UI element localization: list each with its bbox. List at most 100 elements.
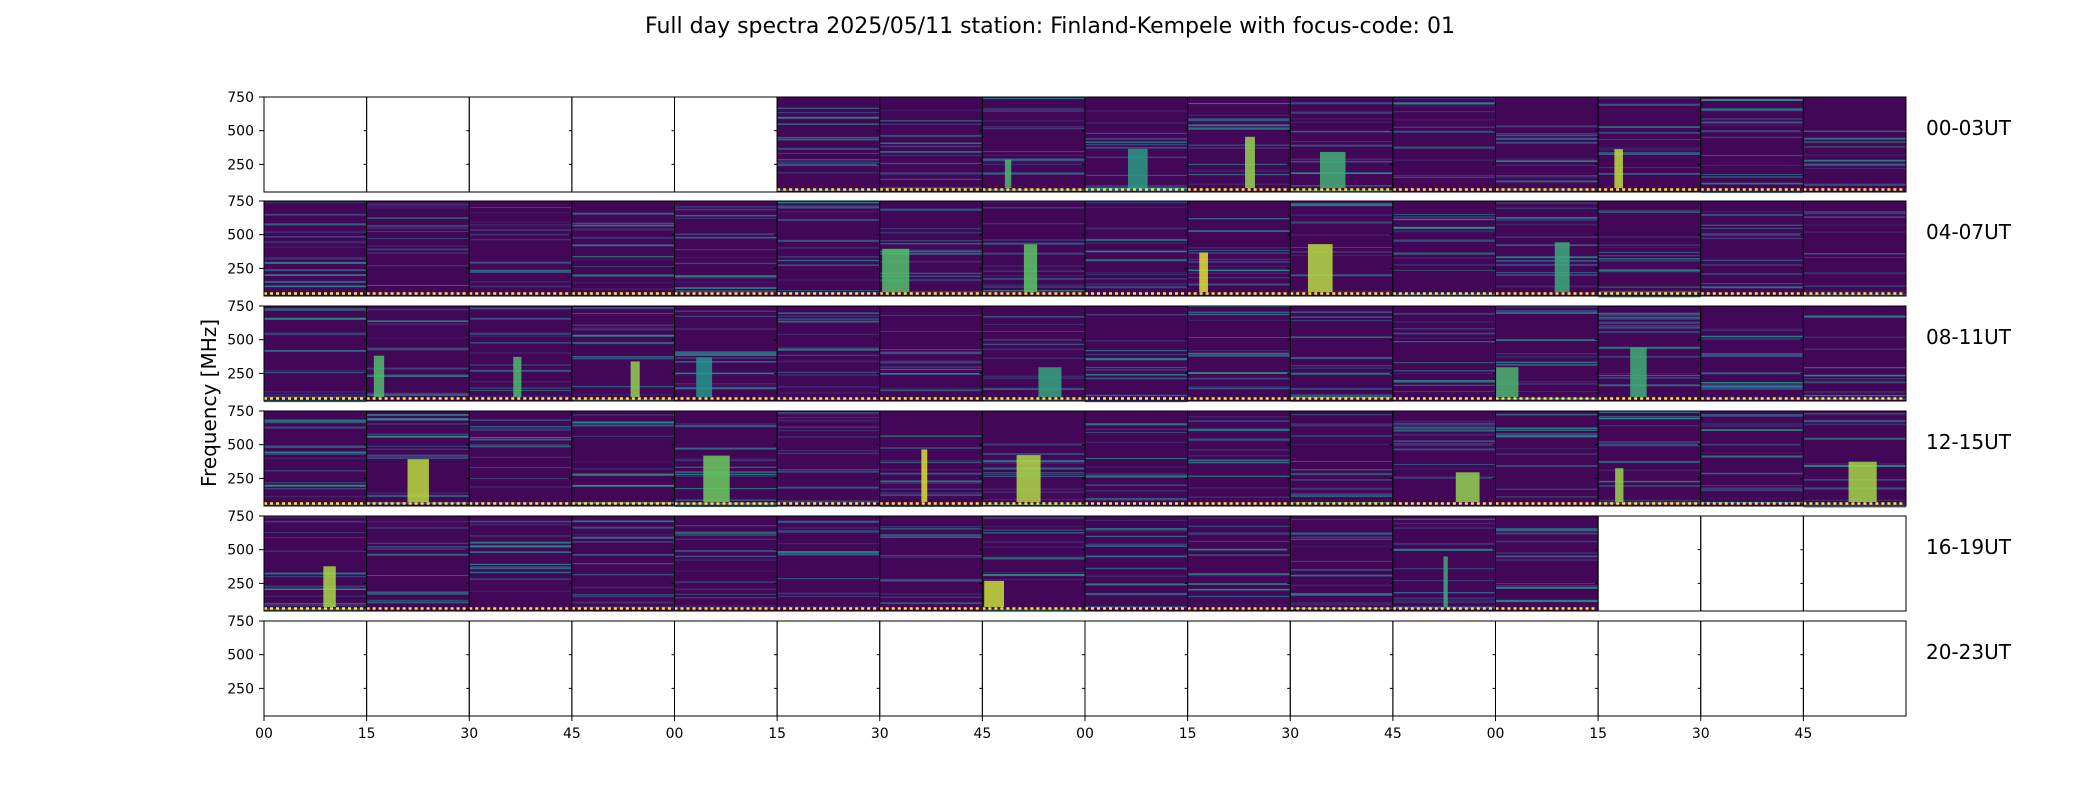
spectrum-stripe (1392, 420, 1496, 422)
spectrum-stripe (1187, 575, 1291, 577)
spectrum-stripe (1495, 312, 1599, 314)
spectrum-stripe (1803, 315, 1906, 318)
spectrum-stripe (1392, 313, 1496, 315)
row-label: 20-23UT (1926, 640, 2012, 664)
spectrum-stripe (1392, 219, 1496, 221)
spectrum-stripe (1290, 221, 1393, 224)
spectrum-stripe (1290, 593, 1393, 594)
spectrum-stripe (1700, 354, 1804, 358)
spectrum-stripe (1392, 391, 1496, 393)
spectrum-stripe (1392, 327, 1496, 330)
spectrum-stripe (571, 282, 675, 284)
spectrum-stripe (1392, 543, 1496, 545)
row-label: 12-15UT (1926, 430, 2012, 454)
spectrum-stripe (571, 212, 675, 215)
spectrum-stripe (1187, 496, 1291, 498)
spectrum-stripe (1598, 312, 1701, 315)
panel-frame (1597, 515, 1702, 612)
spectrum-stripe (777, 138, 880, 141)
spectrum-stripe (1085, 592, 1188, 595)
spectrum-stripe (1803, 140, 1906, 143)
spectrum-stripe (366, 423, 470, 425)
row-04-07UT: 04-07UT 250 500 750 (227, 194, 2012, 298)
spectrum-stripe (1700, 485, 1804, 486)
spectrum-stripe (777, 417, 880, 419)
spectrum-stripe (982, 323, 1085, 325)
spectrum-stripe (982, 387, 1085, 390)
spectrum-stripe (1187, 118, 1291, 121)
spectrum-stripe (1495, 356, 1599, 358)
spectrum-stripe (1495, 274, 1599, 276)
spectrum-stripe (879, 242, 983, 245)
spectrum-stripe (571, 334, 675, 337)
spectrum-stripe (1187, 604, 1291, 606)
spectrum-stripe (879, 151, 983, 153)
spectrum-panel (1492, 305, 1599, 402)
spectrum-stripe (1085, 373, 1188, 376)
spectrum-background (469, 516, 572, 611)
row-label: 08-11UT (1926, 325, 2012, 349)
spectrum-stripe (1803, 213, 1906, 215)
spectrum-stripe (1187, 583, 1291, 586)
spectrum-stripe (1392, 98, 1496, 100)
spectrum-stripe (1700, 109, 1804, 112)
spectrum-stripe (879, 290, 983, 293)
x-tick-label: 15 (358, 726, 376, 742)
spectrum-stripe (1290, 492, 1393, 496)
spectrum-stripe (1803, 163, 1906, 166)
spectrum-panel (363, 515, 470, 612)
spectrum-stripe (1085, 567, 1188, 570)
spectrum-panel (979, 620, 1086, 717)
spectrum-stripe (1085, 227, 1188, 230)
spectrum-stripe (1495, 158, 1599, 160)
spectrum-stripe (1187, 573, 1291, 576)
spectrum-stripe (777, 606, 880, 608)
panel-frame (879, 620, 983, 717)
spectrum-background (1392, 201, 1496, 296)
spectrum-panel (363, 200, 470, 297)
spectrum-stripe (264, 246, 367, 248)
spectrum-stripe (982, 377, 1085, 379)
panel-frame (366, 620, 470, 717)
spectrum-stripe (1495, 306, 1599, 308)
spectrum-stripe (1187, 449, 1291, 451)
spectrum-stripe (366, 320, 470, 322)
y-tick-label: 250 (227, 576, 254, 592)
spectrum-stripe (674, 423, 778, 425)
spectrum-stripe (777, 291, 880, 294)
spectrum-stripe (1187, 170, 1291, 172)
spectrum-burst (703, 455, 730, 502)
spectrum-stripe (1290, 202, 1393, 205)
spectrum-stripe (366, 548, 470, 550)
spectrum-stripe (982, 389, 1085, 390)
spectrum-stripe (1495, 496, 1599, 498)
spectrum-stripe (674, 384, 778, 386)
spectrum-stripe (1392, 226, 1496, 229)
spectrum-burst (1016, 455, 1041, 502)
spectrum-stripe (469, 285, 572, 288)
spectrum-stripe (1290, 532, 1393, 535)
spectrum-stripe (982, 97, 1085, 99)
spectrum-stripe (1085, 458, 1188, 460)
spectrum-stripe (674, 606, 778, 609)
spectrum-stripe (264, 604, 367, 607)
spectrum-panel (1287, 410, 1394, 507)
spectrum-stripe (1392, 257, 1496, 259)
spectrum-stripe (1803, 395, 1906, 397)
spectrum-stripe (777, 552, 880, 555)
spectrum-stripe (1803, 273, 1906, 275)
spectrum-stripe (879, 472, 983, 475)
spectrum-stripe (777, 578, 880, 580)
spectrum-panel (568, 515, 675, 612)
spectrum-stripe (264, 213, 367, 216)
spectrum-panel (876, 200, 983, 297)
y-tick-label: 500 (227, 333, 254, 349)
spectrum-stripe (1290, 478, 1393, 481)
spectrum-stripe (469, 443, 572, 446)
spectrum-stripe (264, 488, 367, 490)
spectrum-stripe (879, 596, 983, 598)
spectrum-stripe (1290, 394, 1393, 397)
spectrum-stripe (264, 274, 367, 276)
spectrum-stripe (1187, 386, 1291, 389)
spectrum-burst (323, 566, 336, 607)
